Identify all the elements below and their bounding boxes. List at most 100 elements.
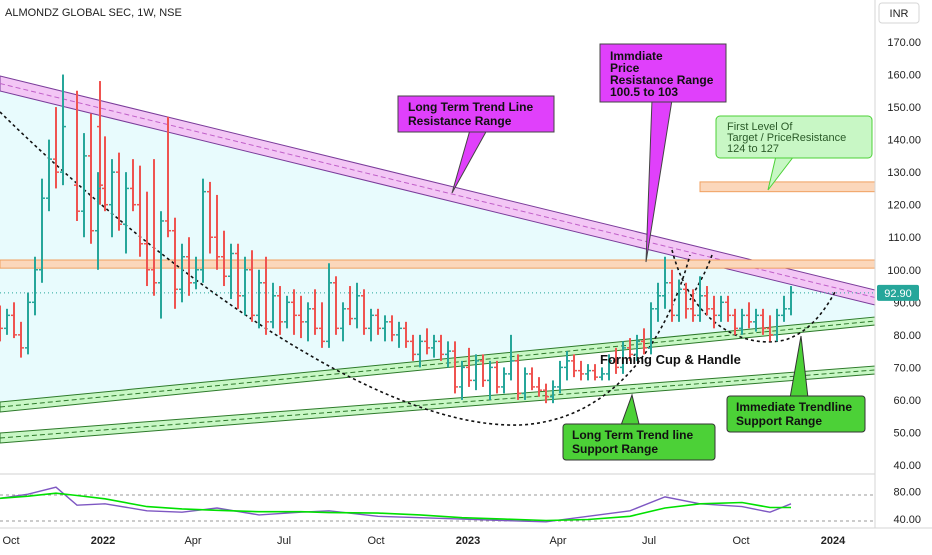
price-tick-label: 140.00 — [887, 135, 921, 147]
time-tick-label: 2024 — [821, 535, 846, 547]
candle — [473, 354, 479, 391]
candle — [25, 292, 31, 355]
candle — [375, 308, 381, 335]
resistance-channel-midline — [0, 83, 876, 298]
callout-long-term-resistance: Long Term Trend Line Resistance Range — [397, 95, 555, 194]
candle — [361, 289, 367, 335]
candle — [382, 315, 388, 342]
price-tick-label: 40.00 — [893, 460, 921, 472]
price-tick-label: 160.00 — [887, 70, 921, 82]
candle — [690, 289, 696, 322]
price-tick-label: 120.00 — [887, 200, 921, 212]
candle — [4, 308, 10, 335]
candle — [305, 302, 311, 342]
callout-first-target: First Level Of Target / PriceResistance … — [715, 115, 873, 191]
candle — [277, 286, 283, 335]
callout-first-target-line2: Target / PriceResistance — [727, 132, 846, 144]
price-axis[interactable]: 170.00 160.00 150.00 140.00 130.00 120.00 110.… — [887, 37, 921, 472]
candle — [228, 243, 234, 300]
candle — [333, 276, 339, 335]
candle — [522, 367, 528, 400]
candle — [508, 334, 514, 381]
price-axis-bg — [875, 0, 932, 550]
price-tick-label: 80.00 — [893, 330, 921, 342]
candle — [137, 165, 143, 257]
candle — [130, 159, 136, 212]
candle — [536, 377, 542, 397]
candle — [312, 289, 318, 335]
candle — [613, 347, 619, 374]
currency-button[interactable] — [878, 2, 920, 24]
callout-long-term-support-line1: Long Term Trend line — [572, 428, 693, 442]
candle — [207, 181, 213, 254]
candle — [235, 243, 241, 309]
price-tick-label: 150.00 — [887, 102, 921, 114]
support-channel-upper-mid — [0, 320, 876, 408]
callout-immediate-support-line2: Support Range — [736, 414, 822, 428]
candle — [158, 211, 164, 319]
indicator-ma-line — [0, 492, 791, 522]
candle — [753, 308, 759, 332]
candle — [746, 302, 752, 329]
candle — [186, 237, 192, 296]
candle — [151, 159, 157, 296]
callout-long-term-support-line2: Support Range — [572, 442, 658, 456]
candle — [438, 334, 444, 361]
price-candles — [0, 74, 794, 404]
candle — [214, 194, 220, 270]
price-tick-label: 60.00 — [893, 395, 921, 407]
candle — [179, 243, 185, 303]
candle — [270, 282, 276, 329]
callout-immediate-support: Immediate Trendline Support Range — [726, 335, 866, 433]
candle — [599, 367, 605, 381]
support-channel-lower-mid — [0, 369, 876, 439]
candle — [704, 286, 710, 316]
candle — [697, 276, 703, 322]
candle — [459, 360, 465, 400]
candle — [627, 338, 633, 361]
last-price-badge-text: 92.90 — [884, 288, 912, 300]
callout-immediate-resistance-line1: Immdiate — [610, 49, 663, 63]
time-tick-label: Oct — [2, 535, 19, 547]
candle — [774, 308, 780, 342]
candle — [634, 334, 640, 361]
indicator-line — [0, 486, 792, 523]
candle — [466, 347, 472, 387]
time-tick-label: Oct — [367, 535, 384, 547]
candle — [760, 308, 766, 335]
candle — [781, 295, 787, 322]
candle — [74, 90, 80, 221]
time-axis[interactable]: Oct 2022 Apr Jul Oct 2023 Apr Jul Oct 2024 — [2, 535, 846, 547]
callout-first-target-line3: 124 to 127 — [727, 143, 779, 155]
candle — [431, 334, 437, 358]
candle — [193, 256, 199, 290]
candle — [319, 302, 325, 348]
candle — [711, 295, 717, 329]
candle — [501, 367, 507, 394]
candle — [389, 315, 395, 342]
candle — [648, 302, 654, 355]
callout-immediate-resistance: Immdiate Price Resistance Range 100.5 to… — [599, 43, 727, 263]
candle — [655, 282, 661, 322]
candle — [620, 341, 626, 374]
candle — [718, 295, 724, 322]
callout-long-term-resistance-line1: Long Term Trend Line — [408, 100, 533, 114]
indicator-tick-label: 80.00 — [893, 486, 921, 498]
callout-immediate-resistance-line4: 100.5 to 103 — [610, 85, 678, 99]
candle — [263, 256, 269, 335]
candle — [669, 269, 675, 322]
candle — [354, 282, 360, 329]
candle — [116, 152, 122, 231]
candle — [529, 367, 535, 391]
price-tick-label: 100.00 — [887, 265, 921, 277]
candle — [403, 321, 409, 348]
candle — [123, 172, 129, 254]
callout-immediate-resistance-line3: Resistance Range — [610, 73, 714, 87]
indicator-axis[interactable]: 80.00 40.00 — [893, 486, 921, 526]
candle — [165, 116, 171, 238]
candle — [53, 107, 59, 189]
candle — [571, 354, 577, 378]
time-tick-label: Apr — [184, 535, 201, 547]
candle — [95, 172, 101, 270]
